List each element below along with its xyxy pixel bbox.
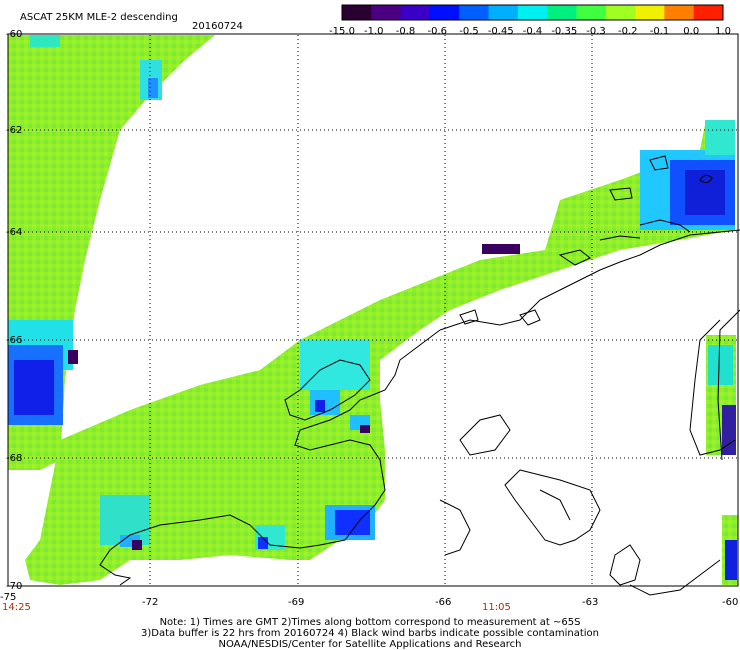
note-line-1: Note: 1) Times are GMT 2)Times along bot…: [159, 617, 581, 628]
colorbar-swatch: [342, 5, 372, 20]
colorbar-swatch: [664, 5, 695, 20]
map-title: ASCAT 25KM MLE-2 descending: [20, 12, 178, 23]
colorbar-tick-label: -0.8: [396, 26, 416, 37]
colorbar-tick-label: 1.0: [715, 26, 731, 37]
high-contrast-spots: [68, 244, 520, 550]
latitude-labels: -60 -62 -64 -66 -68 -70: [6, 29, 22, 592]
graticule: [8, 35, 738, 585]
colorbar-swatch: [576, 5, 607, 20]
lon-label: -72: [142, 597, 158, 608]
lat-label: -70: [6, 581, 22, 592]
lon-label: -69: [288, 597, 304, 608]
colorbar-tick-label: -1.0: [364, 26, 384, 37]
colorbar-tick-label: -0.6: [427, 26, 447, 37]
coastlines: [99, 155, 740, 596]
colorbar-swatch: [517, 5, 548, 20]
colorbar-tick-label: -0.45: [488, 26, 514, 37]
colorbar-swatch: [693, 5, 724, 20]
lon-label: -66: [435, 597, 451, 608]
lon-label: -60: [722, 597, 738, 608]
colorbar-tick-label: -0.2: [618, 26, 638, 37]
colorbar-tick-label: -0.4: [523, 26, 543, 37]
colorbar-swatch: [400, 5, 431, 20]
time-label-west: 14:25: [2, 602, 31, 613]
lon-label: -75: [0, 592, 16, 603]
colorbar-tick-label: -0.5: [459, 26, 479, 37]
longitude-labels: -75 -72 -69 -66 -63 -60: [0, 592, 738, 608]
map-frame: [7, 33, 739, 587]
lat-label: -66: [6, 335, 22, 346]
colorbar-tick-label: -0.35: [551, 26, 577, 37]
colorbar-tick-label: -0.3: [586, 26, 606, 37]
colorbar-tick-label: -15.0: [329, 26, 355, 37]
time-label-east: 11:05: [482, 602, 511, 613]
colorbar-tick-label: 0.0: [683, 26, 699, 37]
lat-label: -68: [6, 453, 22, 464]
colorbar-swatch: [429, 5, 460, 20]
colorbar-swatch: [605, 5, 636, 20]
note-line-2: 3)Data buffer is 22 hrs from 20160724 4)…: [141, 628, 599, 639]
colorbar-swatch: [371, 5, 402, 20]
colorbar-swatch: [488, 5, 519, 20]
colorbar-frame: [341, 4, 724, 21]
colorbar-swatch: [459, 5, 490, 20]
main-swath: [25, 120, 735, 585]
low-value-patches: [8, 35, 737, 580]
lat-label: -60: [6, 29, 22, 40]
colorbar-tick-label: -0.1: [650, 26, 670, 37]
lat-label: -62: [6, 125, 22, 136]
lat-label: -64: [6, 227, 22, 238]
note-line-3: NOAA/NESDIS/Center for Satellite Applica…: [218, 639, 522, 650]
lon-label: -63: [582, 597, 598, 608]
colorbar: -15.0 -1.0 -0.8 -0.6 -0.5 -0.45 -0.4 -0.35 -0.3 -…: [329, 4, 731, 37]
colorbar-swatch: [547, 5, 577, 20]
colorbar-swatch: [635, 5, 665, 20]
map-date: 20160724: [192, 21, 243, 32]
